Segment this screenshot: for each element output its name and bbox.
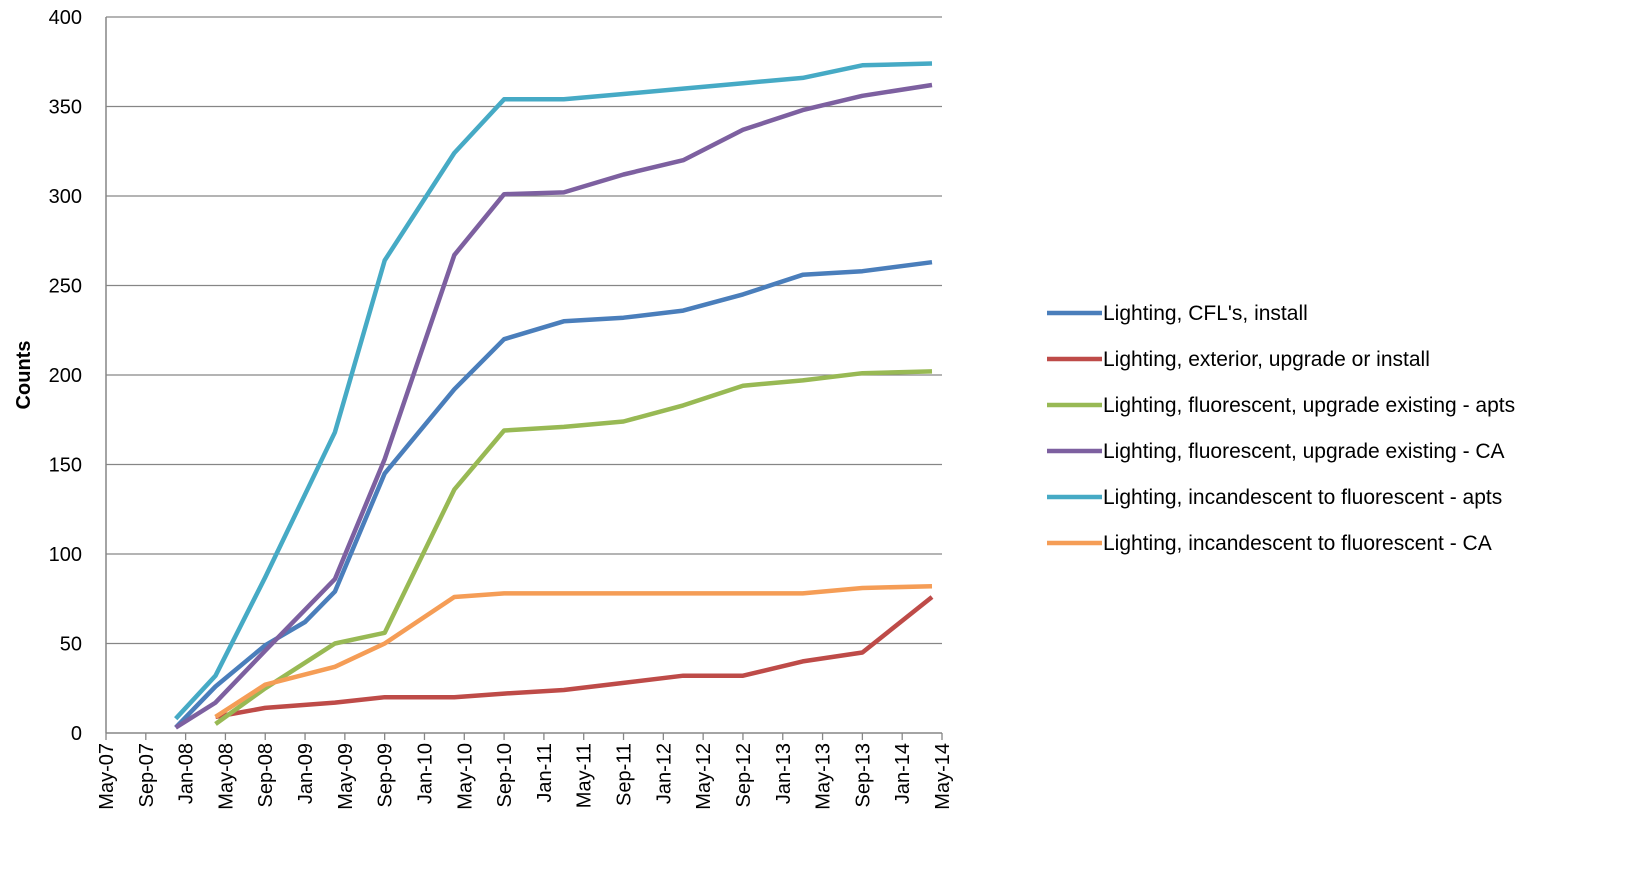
x-tick-label: Jan-09 <box>295 743 317 804</box>
x-tick-label: May-14 <box>932 743 954 810</box>
x-tick-label: Sep-12 <box>733 743 755 808</box>
gridlines <box>106 16 942 645</box>
legend-label: Lighting, fluorescent, upgrade existing … <box>1103 440 1505 463</box>
x-tick-label: Jan-11 <box>534 743 556 803</box>
y-tick-labels: 0 50 100 150 200 250 300 350 400 <box>49 7 82 745</box>
x-tick-label: Jan-14 <box>892 743 914 804</box>
x-tick-label: May-09 <box>335 743 357 810</box>
x-tick-label: May-08 <box>215 743 237 810</box>
x-tick-label: Sep-11 <box>614 743 636 806</box>
legend-label: Lighting, incandescent to fluorescent - … <box>1103 532 1492 555</box>
x-tick-label: Sep-07 <box>136 743 158 808</box>
x-tick-label: Jan-12 <box>653 743 675 804</box>
series-line-3 <box>214 369 933 726</box>
x-tick-label: May-12 <box>693 743 715 810</box>
x-tick-label: Jan-13 <box>773 743 795 804</box>
x-tick-label: May-13 <box>813 743 835 810</box>
legend: Lighting, CFL's, install Lighting, exteri… <box>1047 302 1515 555</box>
y-tick-label: 250 <box>49 276 82 298</box>
y-tick-label: 350 <box>49 97 82 119</box>
series-line-2 <box>215 595 934 720</box>
y-axis-label: Counts <box>13 341 35 410</box>
legend-label: Lighting, fluorescent, upgrade existing … <box>1103 394 1515 417</box>
x-tick-label: Sep-10 <box>494 743 516 808</box>
x-tick-label: Jan-08 <box>176 743 198 804</box>
x-tick-label: Sep-09 <box>375 743 397 808</box>
series-line-6 <box>214 583 933 719</box>
series-lines <box>174 61 934 730</box>
x-tick-label: May-11 <box>574 743 596 808</box>
x-tick-label: Sep-08 <box>255 743 277 808</box>
series-line-5 <box>174 61 933 721</box>
legend-label: Lighting, CFL's, install <box>1103 302 1308 325</box>
y-tick-label: 200 <box>49 365 82 387</box>
y-tick-label: 400 <box>49 7 82 29</box>
x-tick-labels: May-07 Sep-07 Jan-08 May-08 Sep-08 Jan-09 May-… <box>96 733 954 810</box>
x-tick-label: Jan-10 <box>414 743 436 804</box>
legend-label: Lighting, incandescent to fluorescent - … <box>1103 486 1502 509</box>
y-tick-label: 100 <box>49 544 82 566</box>
series-line-4 <box>174 82 933 730</box>
y-tick-label: 150 <box>49 455 82 477</box>
y-tick-label: 0 <box>71 723 82 745</box>
y-tick-label: 300 <box>49 186 82 208</box>
legend-label: Lighting, exterior, upgrade or install <box>1103 348 1430 371</box>
x-tick-label: May-10 <box>454 743 476 810</box>
x-tick-label: Sep-13 <box>852 743 874 808</box>
x-tick-label: May-07 <box>96 743 118 810</box>
y-tick-label: 50 <box>60 634 82 656</box>
